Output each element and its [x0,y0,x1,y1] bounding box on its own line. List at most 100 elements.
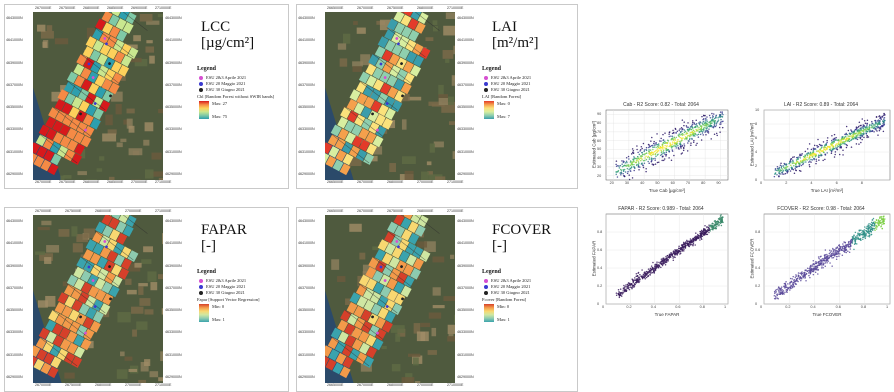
coord-label-bottom: 2700000E [125,383,142,387]
terrain-patch [360,54,371,66]
scatter-point [829,249,831,252]
terrain-patch [389,163,396,173]
field-parcel [394,90,406,103]
field-parcel [63,81,75,94]
scatter-point [660,258,663,260]
scatter-point [867,229,870,232]
field-parcel [99,246,111,259]
scatter-point [642,164,644,166]
field-parcel [43,149,55,162]
scatter-point [717,119,720,121]
field-parcel [328,349,340,361]
legend-layer-name: Fapar [Support Vector Regression] [197,297,260,302]
scatter-point [630,153,633,155]
scatter-point [676,142,678,144]
scatter-point [691,130,694,133]
scatter-point [831,265,833,267]
scatter-point [664,147,666,149]
scatter-point [792,283,795,286]
scatter-point [651,271,654,274]
scatter-point [849,243,851,245]
field-parcel [61,305,73,318]
field-parcel [414,225,426,237]
scatter-point [791,285,793,287]
scatter-point [694,244,696,246]
legend-item: ESU 2&3 Aprile 2021 [484,278,531,283]
scatter-point [673,145,675,147]
coord-label-right: 4631000N [457,352,474,357]
scatter-point [803,158,805,161]
scatter-point [808,165,811,168]
coord-label-left: 4629000N [298,172,315,176]
field-parcel [118,215,130,224]
scatter-point [669,254,671,256]
legend-item: ESU 20 Maggio 2021 [484,284,530,289]
scatter-point [796,158,799,160]
scatter-point [642,142,645,145]
scatter-point [817,156,820,158]
scatter-point [665,261,668,264]
legend-item: ESU 20 Maggio 2021 [199,284,245,289]
scatter-point [875,116,878,118]
scatter-point [799,277,802,279]
scatter-point [689,240,691,243]
scatter-point [615,163,617,166]
scatter-point [716,223,719,225]
field-parcel [102,225,114,238]
scatter-point [774,292,776,295]
field-parcel [403,264,414,276]
scatter-point [797,272,800,274]
scatter-point [648,162,650,164]
scatter-point [805,269,807,271]
scatter-point [868,227,870,229]
scatter-plot-lai: LAI - R2 Score: 0.89 - Total: 2064 0 2 4 6 8 0… [748,102,894,194]
x-tick-label: 60 [670,181,675,185]
legend-item-label: ESU 30 Giugno 2021 [206,87,245,92]
field-parcel [366,346,378,359]
scatter-point [793,281,795,284]
scatter-point [671,150,674,152]
scatter-point [619,164,622,167]
scatter-point [795,163,797,166]
scatter-point [678,247,681,250]
scatter-point [854,239,856,241]
coord-label-left: 4637000N [6,285,23,290]
field-parcel [71,96,83,109]
terrain-patch [161,308,163,315]
scatter-point [827,260,830,262]
scatter-point [883,114,885,117]
field-parcel [66,127,78,140]
field-parcel [85,36,97,49]
field-parcel [102,22,114,35]
field-parcel [344,132,356,144]
field-parcel [419,47,431,59]
field-parcel [73,266,85,279]
scatter-point [700,127,703,130]
scatter-point [717,220,719,222]
scatter-point [840,248,843,251]
scatter-point [829,145,831,148]
terrain-patch [427,171,433,176]
terrain-patch [441,101,455,113]
scatter-point [645,170,647,173]
field-parcel [374,46,386,58]
field-parcel [90,61,102,74]
scatter-point [879,219,882,222]
scatter-point [785,289,787,291]
scatter-point [883,120,885,123]
plot-title: LAI - R2 Score: 0.89 - Total: 2064 [783,102,859,108]
esu-point [103,240,107,243]
scatter-point [826,253,828,256]
field-parcel [384,40,396,52]
scatter-point [709,224,712,227]
scatter-point [665,150,667,152]
scatter-point [720,214,722,216]
scatter-point [785,286,788,289]
scatter-point [832,142,835,144]
field-parcel [370,88,382,101]
scatter-point [830,152,833,155]
terrain-patch [433,141,444,148]
terrain-patch [35,251,46,255]
scatter-point [786,172,788,174]
field-parcel [384,96,396,109]
